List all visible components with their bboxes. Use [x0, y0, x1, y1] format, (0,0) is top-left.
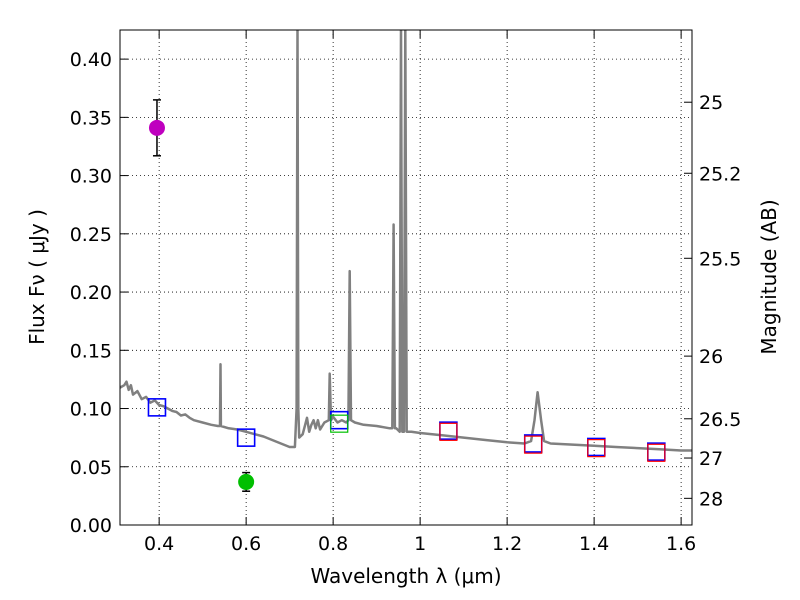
photometry-circle: [238, 473, 255, 490]
photometry-circle: [148, 119, 165, 136]
y-tick-label: 0.10: [70, 399, 112, 421]
photometry-square: [439, 422, 458, 441]
model-spectrum-line: [120, 30, 692, 452]
y-tick-label: 0.20: [70, 282, 112, 304]
plot-frame: [119, 29, 693, 526]
y2-tick-label: 25.5: [699, 248, 741, 270]
right-axis-title: Magnitude (AB): [757, 199, 781, 354]
photometry-square: [147, 398, 167, 417]
x-axis-title: Wavelength λ (μm): [310, 564, 501, 588]
y-tick-label: 0.05: [70, 457, 112, 479]
x-tick-label: 1.2: [492, 533, 522, 555]
y-tick-label: 0.25: [70, 224, 112, 246]
y-tick-label: 0.40: [70, 49, 112, 71]
y-tick-label: 0.15: [70, 340, 112, 362]
y2-tick-label: 25.2: [699, 163, 741, 185]
photometry-square: [236, 428, 256, 447]
x-tick-label: 1: [414, 533, 426, 555]
y-axis-title: Flux Fν ( μJy ): [25, 209, 49, 345]
y2-tick-label: 28: [699, 488, 723, 510]
photometry-square: [647, 443, 666, 462]
x-tick-label: 0.6: [231, 533, 261, 555]
photometry-square: [587, 439, 606, 458]
x-tick-label: 1.4: [579, 533, 609, 555]
x-tick-label: 0.8: [318, 533, 348, 555]
y2-tick-label: 27: [699, 448, 723, 470]
y2-tick-label: 26: [699, 346, 723, 368]
y-tick-label: 0.00: [70, 515, 112, 537]
axis-ticks: 0.4 0.6 0.8 1 1.2 1.4 1.6 0.00 0.05 0.10 0.15 0.20 0…: [70, 30, 741, 555]
y-tick-label: 0.30: [70, 166, 112, 188]
x-tick-label: 0.4: [144, 533, 174, 555]
photometry-square: [330, 414, 349, 433]
y2-tick-label: 25: [699, 92, 723, 114]
photometry-layer: [147, 99, 666, 492]
photometry-square: [524, 435, 543, 454]
y-tick-label: 0.35: [70, 107, 112, 129]
x-tick-label: 1.6: [666, 533, 696, 555]
y2-tick-label: 26.5: [699, 409, 741, 431]
model-spectrum-layer: [120, 30, 692, 452]
